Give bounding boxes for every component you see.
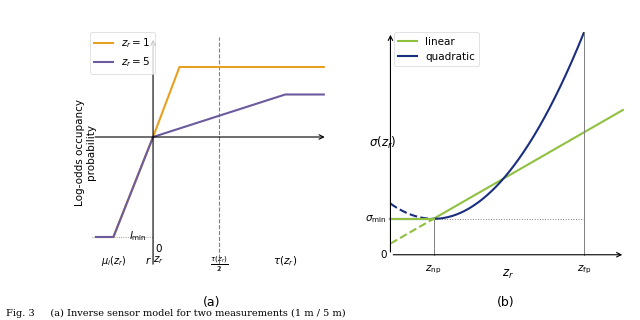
Text: $\sigma_{\min}$: $\sigma_{\min}$ bbox=[365, 213, 387, 225]
Text: (a): (a) bbox=[202, 296, 220, 309]
Text: 0: 0 bbox=[156, 244, 162, 254]
Text: $z_{\mathrm{np}}$: $z_{\mathrm{np}}$ bbox=[426, 264, 442, 276]
Legend: $z_r = 1$, $z_r = 5$: $z_r = 1$, $z_r = 5$ bbox=[90, 32, 155, 74]
Text: Fig. 3     (a) Inverse sensor model for two measurements (1 m / 5 m): Fig. 3 (a) Inverse sensor model for two … bbox=[6, 309, 346, 318]
Text: $\mu_i(z_r)$: $\mu_i(z_r)$ bbox=[100, 254, 126, 268]
Text: $\sigma(z_r)$: $\sigma(z_r)$ bbox=[369, 135, 396, 151]
Text: $r$: $r$ bbox=[145, 254, 152, 266]
Legend: linear, quadratic: linear, quadratic bbox=[394, 32, 479, 66]
Text: (b): (b) bbox=[497, 296, 515, 309]
Text: $z_r$: $z_r$ bbox=[502, 268, 514, 281]
Text: $z_{\mathrm{fp}}$: $z_{\mathrm{fp}}$ bbox=[577, 264, 591, 276]
Text: 0: 0 bbox=[381, 250, 387, 260]
Text: $z_r$: $z_r$ bbox=[154, 254, 164, 266]
Text: Log-odds occupancy
probability: Log-odds occupancy probability bbox=[75, 99, 97, 205]
Text: $\frac{\tau(z_r)}{2}$: $\frac{\tau(z_r)}{2}$ bbox=[210, 254, 228, 274]
Text: $l_{\min}$: $l_{\min}$ bbox=[129, 229, 147, 243]
Text: $\tau(z_r)$: $\tau(z_r)$ bbox=[273, 254, 298, 268]
